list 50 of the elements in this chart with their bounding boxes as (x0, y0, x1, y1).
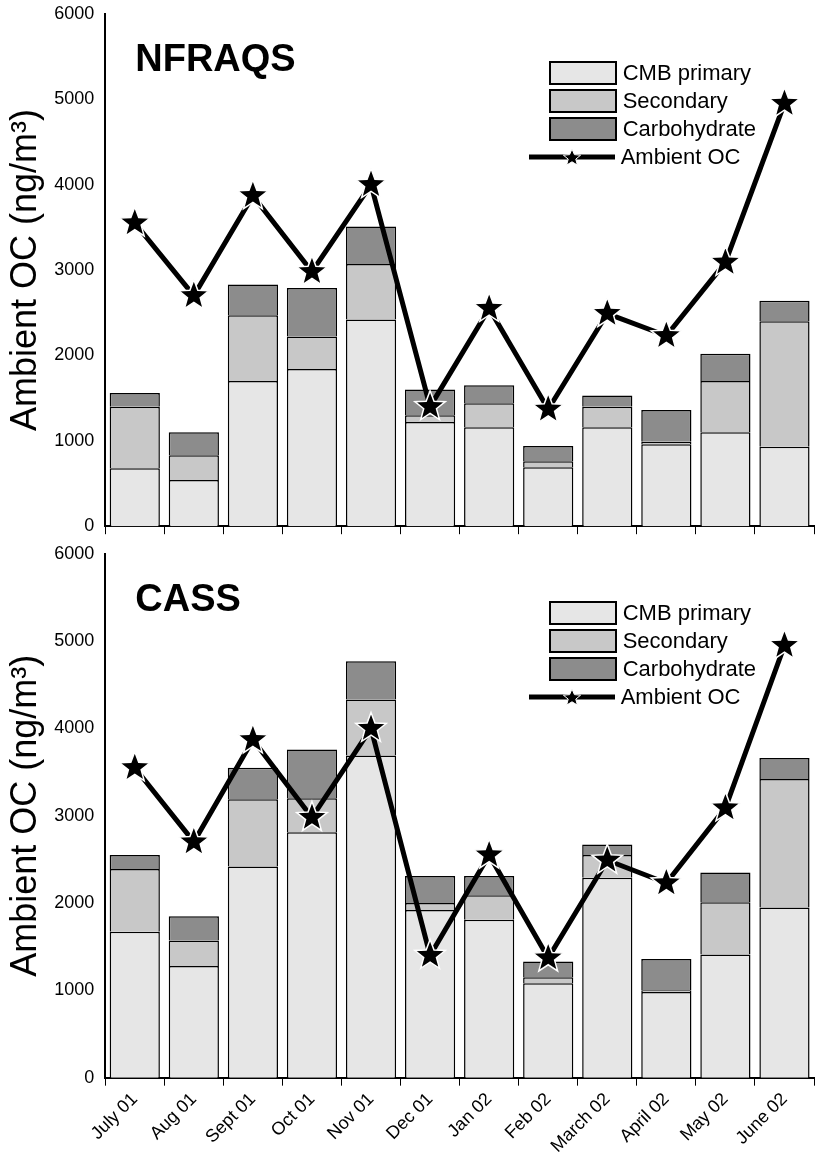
x-tick-label: Feb 02 (500, 1088, 555, 1143)
y-tick-label: 2000 (54, 892, 95, 913)
x-tick-label: July 01 (86, 1088, 142, 1143)
legend-label: Ambient OC (620, 684, 741, 710)
text: CASS (135, 577, 241, 620)
point (591, 843, 624, 874)
y-tick-label: 4000 (54, 173, 95, 194)
point (414, 938, 447, 970)
point (118, 206, 151, 237)
y-tick-label: 0 (84, 515, 95, 536)
x-tick-label: Oct 01 (266, 1088, 319, 1141)
point (236, 723, 269, 754)
legend-label: CMB primary (622, 60, 752, 86)
legend-label: Secondary (622, 88, 728, 114)
point (473, 291, 506, 323)
legend-label: Carbohydrate (622, 656, 756, 682)
x-tick-label: May 02 (675, 1088, 732, 1145)
point (650, 866, 683, 897)
point (532, 392, 565, 423)
text: NFRAQS (135, 37, 296, 80)
point (591, 296, 624, 328)
x-tick-label: Aug 01 (145, 1088, 201, 1143)
y-tick-label: 4000 (54, 717, 95, 738)
y-tick-label: 0 (84, 1066, 95, 1087)
legend-label: Ambient OC (620, 144, 741, 170)
point (473, 838, 506, 869)
y-tick-label: 5000 (54, 88, 95, 109)
point (414, 389, 447, 421)
y-tick-label: 1000 (54, 429, 95, 450)
legend-label: CMB primary (622, 600, 752, 626)
point (532, 941, 565, 972)
x-tick-label: Jan 02 (443, 1088, 496, 1141)
y-tick-label: 1000 (54, 979, 95, 1000)
point (177, 825, 210, 856)
y-axis-title: Ambient OC (ng/m³) (2, 654, 44, 977)
x-tick-label: Nov 01 (322, 1088, 378, 1143)
y-tick-label: 6000 (54, 542, 95, 563)
y-tick-label: 2000 (54, 344, 95, 365)
y-tick-label: 5000 (54, 630, 95, 651)
point (650, 319, 683, 350)
y-axis-title: Ambient OC (ng/m³) (2, 108, 44, 432)
y-tick-label: 3000 (54, 804, 95, 825)
point (768, 86, 801, 118)
x-tick-label: Dec 01 (381, 1088, 437, 1143)
point (768, 628, 801, 660)
y-tick-label: 6000 (54, 2, 95, 23)
point (709, 791, 742, 822)
legend-label: Carbohydrate (622, 116, 756, 142)
legend-label: Secondary (622, 628, 728, 654)
y-tick-label: 3000 (54, 258, 95, 279)
